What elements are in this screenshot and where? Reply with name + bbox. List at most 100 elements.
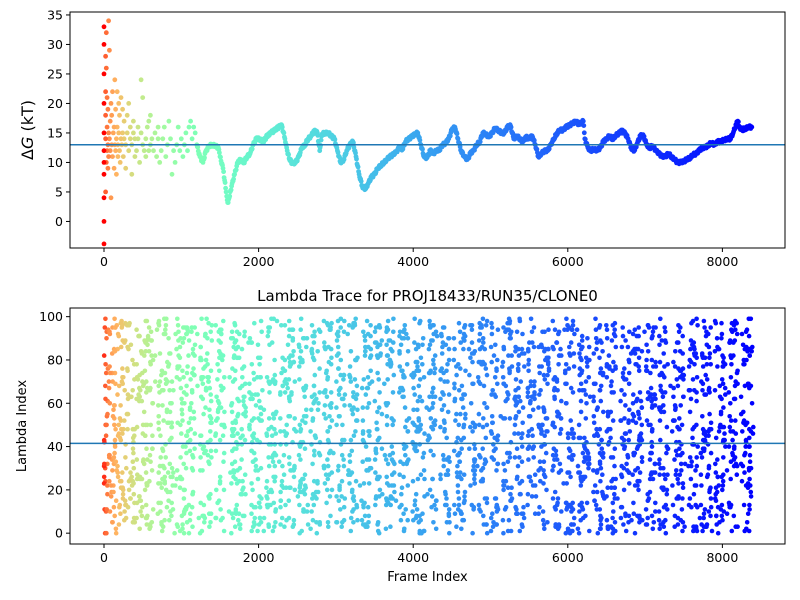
lambda-point <box>258 318 264 324</box>
lambda-point <box>281 452 287 458</box>
lambda-point <box>700 437 706 443</box>
lambda-point <box>422 431 427 436</box>
lambda-point <box>170 474 175 480</box>
lambda-point <box>405 429 411 434</box>
lambda-point <box>112 349 118 354</box>
lambda-point <box>179 407 185 413</box>
lambda-point <box>304 407 309 413</box>
lambda-point <box>335 468 341 473</box>
lambda-point <box>678 403 683 408</box>
lambda-point <box>637 390 643 395</box>
lambda-point <box>317 329 323 335</box>
lambda-point <box>181 461 186 467</box>
lambda-point <box>570 507 576 512</box>
lambda-point <box>348 349 354 354</box>
delta-g-point <box>582 136 588 142</box>
lambda-point <box>583 355 589 361</box>
lambda-point <box>418 318 423 324</box>
lambda-point <box>546 327 551 333</box>
lambda-point <box>653 325 658 330</box>
lambda-point <box>120 496 126 501</box>
lambda-point <box>291 349 296 354</box>
lambda-point <box>331 450 336 456</box>
lambda-point <box>291 474 297 480</box>
lambda-point <box>600 489 605 495</box>
delta-g-point <box>101 160 107 165</box>
lambda-point <box>429 504 434 510</box>
lambda-point <box>650 426 655 432</box>
lambda-point <box>104 336 109 341</box>
lambda-point <box>129 483 135 488</box>
lambda-point <box>712 388 718 393</box>
lambda-point <box>309 509 314 514</box>
lambda-point <box>585 450 591 456</box>
lambda-point <box>731 457 737 462</box>
lambda-point <box>155 511 161 516</box>
lambda-point <box>200 513 205 519</box>
lambda-point <box>168 509 173 514</box>
lambda-point <box>653 359 658 365</box>
lambda-point <box>430 401 436 406</box>
lambda-point <box>363 444 369 449</box>
lambda-point <box>697 515 703 521</box>
lambda-point <box>141 461 147 467</box>
lambda-point <box>519 511 525 516</box>
lambda-point <box>240 366 245 371</box>
lambda-point <box>399 368 404 374</box>
lambda-point <box>316 401 321 406</box>
lambda-point <box>724 468 730 473</box>
delta-g-point <box>132 154 138 160</box>
lambda-point <box>311 340 317 345</box>
lambda-point <box>632 483 638 488</box>
lambda-point <box>631 511 637 516</box>
lambda-point <box>303 420 308 426</box>
lambda-y-tick-label: 80 <box>47 352 63 367</box>
lambda-point <box>251 431 257 436</box>
lambda-point <box>385 461 391 467</box>
lambda-point <box>657 457 662 462</box>
lambda-point <box>191 416 197 421</box>
lambda-point <box>519 435 524 441</box>
lambda-point <box>731 396 737 402</box>
lambda-point <box>145 342 150 348</box>
lambda-point <box>251 377 257 382</box>
lambda-point <box>214 487 219 493</box>
lambda-point <box>747 502 752 508</box>
lambda-point <box>377 390 382 395</box>
lambda-point <box>500 359 506 365</box>
lambda-point <box>578 435 583 441</box>
lambda-point <box>715 530 721 536</box>
lambda-point <box>240 478 245 484</box>
lambda-point <box>692 362 697 367</box>
lambda-point <box>375 370 380 376</box>
lambda-point <box>347 364 353 369</box>
delta-g-point <box>183 130 189 136</box>
lambda-point <box>708 450 714 456</box>
lambda-point <box>114 468 119 473</box>
lambda-point <box>719 331 725 337</box>
lambda-point <box>213 431 219 436</box>
lambda-point <box>336 414 342 419</box>
lambda-point <box>257 515 263 521</box>
lambda-point <box>341 457 346 462</box>
lambda-point <box>291 359 297 365</box>
lambda-point <box>250 524 256 529</box>
delta-g-x-tick-label: 2000 <box>243 254 275 269</box>
lambda-point <box>456 496 462 501</box>
lambda-point <box>452 346 457 352</box>
delta-g-point <box>143 154 149 160</box>
lambda-point <box>463 368 468 374</box>
lambda-point <box>221 528 227 534</box>
lambda-point <box>559 509 564 514</box>
lambda-point <box>116 383 122 389</box>
lambda-point <box>729 528 735 534</box>
lambda-point <box>644 418 650 423</box>
lambda-point <box>240 487 245 493</box>
delta-g-point <box>280 128 286 134</box>
lambda-point <box>412 340 417 345</box>
lambda-point <box>625 455 631 460</box>
lambda-point <box>418 422 424 428</box>
lambda-point <box>174 476 180 482</box>
lambda-point <box>179 396 184 402</box>
lambda-point <box>612 520 618 525</box>
